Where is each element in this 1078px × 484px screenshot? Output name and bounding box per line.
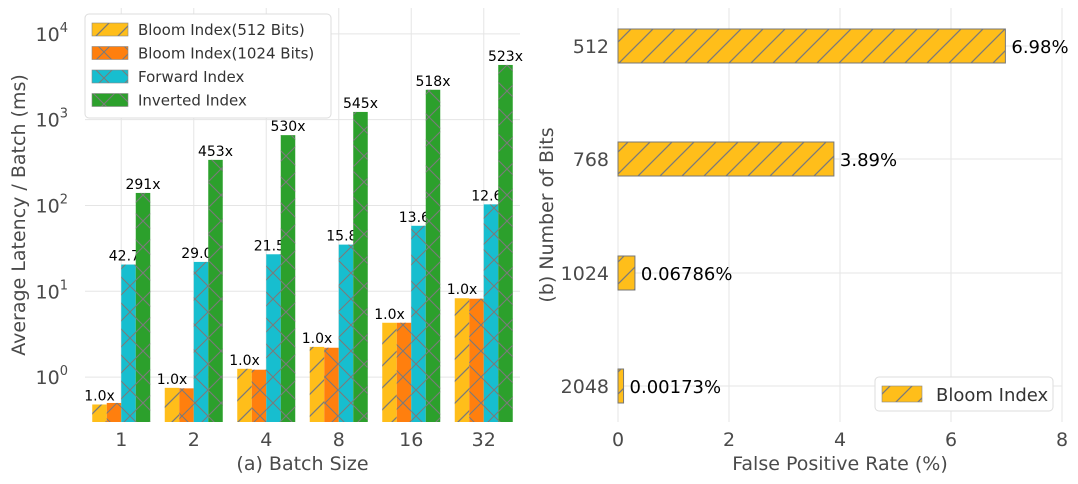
- bar-hatch: [266, 254, 281, 422]
- x-tick-label: 6: [945, 429, 957, 451]
- y-tick-exponent: 0: [60, 364, 68, 379]
- y-axis-label: Average Latency / Batch (ms): [8, 74, 30, 356]
- y-tick-base: 10: [36, 24, 60, 46]
- legend-swatch-hatch: [91, 69, 129, 84]
- bar-value-label: 1.0x: [374, 307, 405, 323]
- x-tick-label: 4: [260, 429, 272, 451]
- y-tick-base: 10: [36, 281, 60, 303]
- bar-hatch: [309, 346, 325, 422]
- bar-hatch: [164, 387, 180, 422]
- bar-value-label: 291x: [125, 177, 160, 193]
- legend-swatch-hatch: [91, 93, 129, 107]
- bar-value-label: 6.98%: [1011, 37, 1068, 58]
- bar-hatch: [617, 368, 625, 404]
- x-tick-label: 2: [723, 429, 735, 451]
- bar-hatch: [483, 204, 499, 422]
- bar-hatch: [425, 89, 441, 423]
- y-tick-label: 101: [36, 278, 68, 303]
- x-tick-label: 2: [188, 429, 200, 451]
- x-axis-label: False Positive Rate (%): [732, 453, 948, 475]
- bar-value-label: 1.0x: [157, 372, 188, 388]
- bar-hatch: [237, 368, 252, 422]
- legend-label: Forward Index: [138, 68, 245, 86]
- y-tick-label: 512: [573, 36, 609, 58]
- bar-value-label: 3.89%: [840, 150, 897, 171]
- bar-hatch: [617, 255, 636, 291]
- y-tick-label: 100: [36, 364, 68, 389]
- bar-value-label: 1.0x: [447, 282, 478, 298]
- y-tick-label: 102: [36, 192, 68, 217]
- bar-value-label: 453x: [198, 144, 233, 160]
- bar-hatch: [251, 369, 267, 422]
- bar-value-label: 0.06786%: [641, 264, 733, 285]
- y-tick-exponent: 1: [60, 278, 68, 293]
- legend: Bloom Index: [874, 376, 1054, 412]
- bar-hatch: [454, 298, 470, 422]
- x-tick-label: 8: [1056, 429, 1068, 451]
- bar-value-label: 530x: [270, 119, 305, 135]
- y-tick-label: 768: [573, 149, 609, 171]
- bar-hatch: [411, 225, 426, 422]
- y-tick-label: 103: [36, 107, 68, 132]
- legend-label: Bloom Index: [936, 385, 1049, 406]
- y-tick-label: 1024: [561, 263, 609, 285]
- legend: Bloom Index(512 Bits) Bloom Index(1024 Bi…: [84, 13, 332, 119]
- latency-bar-chart: 1001011021031041.0x1.0x1.0x1.0x1.0x1.0x4…: [8, 8, 523, 475]
- bar-value-label: 0.00173%: [630, 377, 722, 398]
- legend-frame: [874, 376, 1054, 412]
- bar-hatch: [498, 64, 513, 423]
- y-axis-label: (b) Number of Bits: [536, 127, 558, 302]
- bar-value-label: 523x: [488, 49, 523, 65]
- bar-hatch: [324, 347, 339, 422]
- bar-hatch: [193, 261, 209, 422]
- bar-hatch: [353, 111, 368, 423]
- y-tick-exponent: 2: [60, 192, 68, 207]
- x-tick-label: 32: [472, 429, 496, 451]
- x-tick-label: 0: [612, 429, 624, 451]
- bar-hatch: [396, 322, 412, 422]
- bar-hatch: [617, 141, 835, 177]
- legend-frame: [84, 13, 332, 119]
- bar-hatch: [208, 159, 223, 423]
- x-axis-label: (a) Batch Size: [236, 453, 368, 475]
- bar-hatch: [469, 298, 484, 422]
- y-tick-label: 2048: [561, 376, 609, 398]
- bar-hatch: [121, 264, 136, 422]
- bar-value-label: 1.0x: [84, 388, 115, 404]
- y-tick-exponent: 4: [60, 21, 68, 36]
- bar-hatch: [135, 192, 151, 422]
- x-tick-label: 16: [399, 429, 423, 451]
- bar-value-label: 545x: [343, 96, 378, 112]
- legend-label: Bloom Index(1024 Bits): [138, 45, 314, 63]
- y-tick-base: 10: [36, 110, 60, 132]
- bar-value-label: 518x: [415, 74, 450, 90]
- bar-value-label: 1.0x: [229, 353, 260, 369]
- legend-swatch-hatch: [881, 385, 923, 403]
- x-tick-label: 8: [333, 429, 345, 451]
- x-tick-label: 4: [834, 429, 846, 451]
- bar-hatch: [179, 388, 194, 422]
- bar-hatch: [106, 402, 122, 422]
- y-tick-base: 10: [36, 367, 60, 389]
- legend-swatch-hatch: [91, 22, 129, 37]
- y-tick-label: 104: [36, 21, 68, 46]
- bar-hatch: [382, 322, 397, 422]
- legend-label: Inverted Index: [138, 92, 247, 110]
- x-tick-label: 1: [115, 429, 127, 451]
- legend-swatch-hatch: [91, 46, 129, 60]
- y-tick-base: 10: [36, 195, 60, 217]
- bar-hatch: [92, 404, 107, 422]
- bar-hatch: [280, 135, 296, 422]
- false-positive-bar-chart: 0 2 4 6 8 512 768 1024 2048 6.98% 3.89% 0.06786% 0.0…: [536, 8, 1069, 475]
- legend-label: Bloom Index(512 Bits): [138, 21, 305, 39]
- bar-hatch: [617, 28, 1006, 64]
- bar-hatch: [338, 244, 354, 422]
- y-tick-exponent: 3: [60, 107, 68, 122]
- bar-value-label: 1.0x: [302, 331, 333, 347]
